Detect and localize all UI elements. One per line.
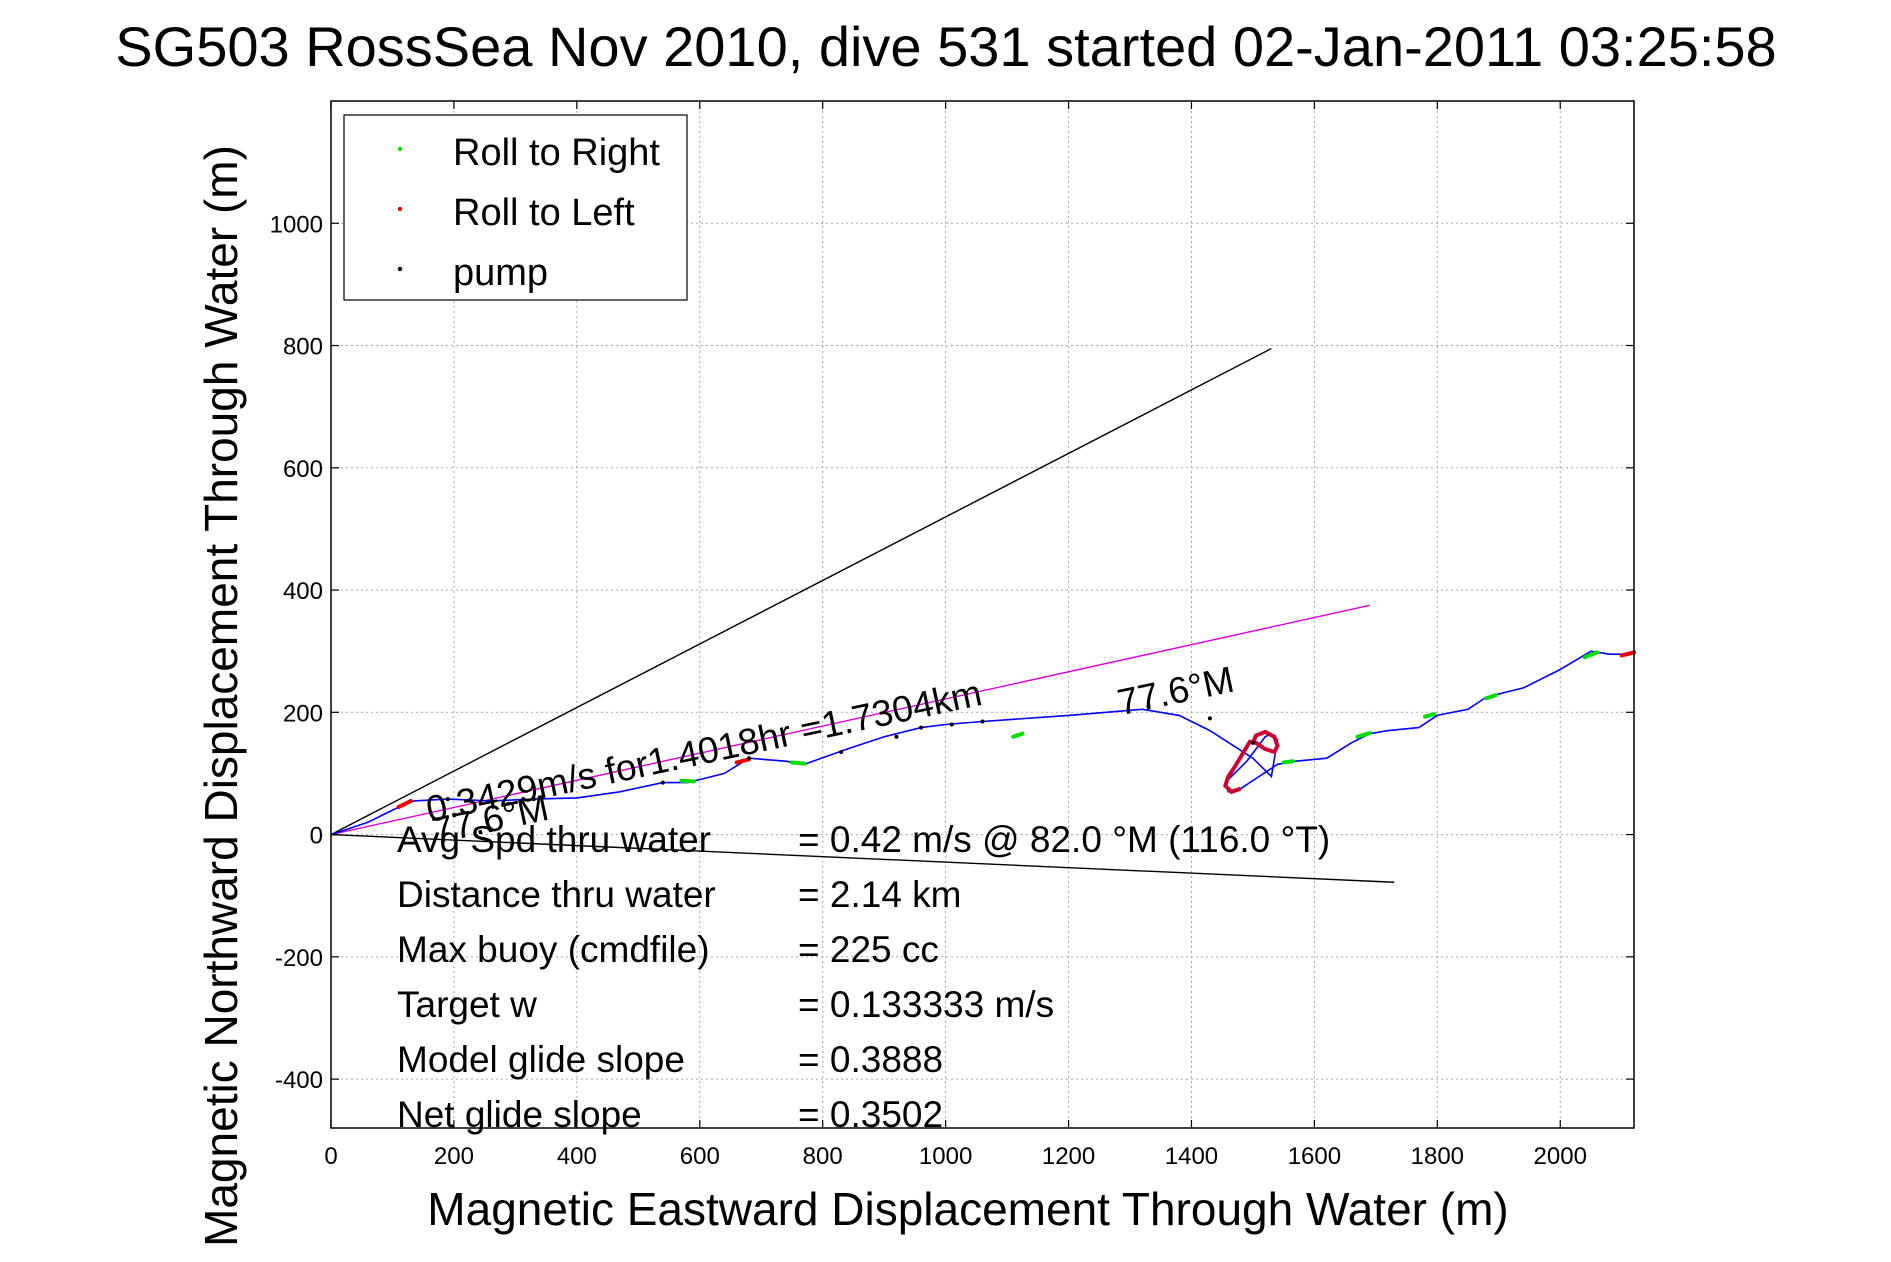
series-segment-roll-right (1484, 693, 1498, 701)
x-tick-label: 0 (324, 1143, 337, 1170)
point-pump (980, 719, 985, 724)
y-axis-label: Magnetic Northward Displacement Through … (195, 145, 247, 1247)
reference-line-black-upper (330, 347, 1272, 836)
legend-item-label: pump (453, 252, 548, 294)
legend-item-label: Roll to Left (453, 192, 635, 234)
x-axis-ticks: 0 200 400 600 800 1000 1200 1400 1600 1800 2000 (324, 101, 1587, 1170)
legend-item-label: Roll to Right (453, 132, 660, 174)
legend-marker (397, 146, 403, 152)
series-segment-roll-left (734, 757, 751, 765)
series-line-loop (1223, 729, 1280, 795)
series-segment-roll-right (679, 778, 696, 784)
legend-marker (397, 206, 403, 212)
series-segment-roll-right (1011, 731, 1025, 739)
point-pump (949, 722, 954, 727)
reference-line-magenta (330, 604, 1370, 836)
x-tick-label: 800 (803, 1143, 843, 1170)
x-tick-label: 2000 (1534, 1143, 1587, 1170)
stat-label: Model glide slope (397, 1039, 685, 1080)
x-tick-label: 1200 (1042, 1143, 1095, 1170)
annotation-label: 77.6°M (1114, 659, 1238, 724)
y-tick-label: -400 (275, 1067, 323, 1094)
stat-value: = 0.42 m/s @ 82.0 °M (116.0 °T) (798, 819, 1330, 860)
stat-label: Net glide slope (397, 1094, 642, 1135)
stat-value: = 0.3502 (798, 1094, 943, 1135)
y-tick-label: 400 (283, 578, 323, 605)
plot-frame (330, 100, 1635, 1129)
point-pump (839, 750, 844, 755)
series-segment-roll-left (1619, 650, 1636, 658)
x-tick-label: 600 (680, 1143, 720, 1170)
series-segment-roll-right (1355, 731, 1372, 739)
series-segment-roll-left (396, 798, 413, 810)
chart-title: SG503 RossSea Nov 2010, dive 531 started… (115, 15, 1776, 78)
point-pump (894, 734, 899, 739)
legend-marker (397, 266, 403, 272)
x-tick-label: 1000 (919, 1143, 972, 1170)
x-tick-label: 400 (557, 1143, 597, 1170)
x-tick-label: 1800 (1411, 1143, 1464, 1170)
point-pump (1250, 740, 1255, 745)
stat-value: = 0.3888 (798, 1039, 943, 1080)
y-tick-label: 600 (283, 456, 323, 483)
stat-label: Max buoy (cmdfile) (397, 929, 710, 970)
stat-label: Avg Spd thru water (397, 819, 711, 860)
y-tick-label: 800 (283, 334, 323, 361)
x-tick-label: 200 (434, 1143, 474, 1170)
point-pump (531, 797, 536, 802)
series-segment-roll-right (1582, 650, 1600, 660)
legend: Roll to Right Roll to Left pump (343, 114, 688, 301)
stat-value: = 225 cc (798, 929, 939, 970)
point-pump (919, 725, 924, 730)
y-tick-label: 0 (310, 823, 323, 850)
stat-value: = 2.14 km (798, 874, 962, 915)
grid (331, 101, 1634, 1128)
series-segment-roll-right (789, 760, 807, 766)
y-axis-ticks: -400 -200 0 200 400 600 800 1000 (270, 211, 1634, 1094)
series-segment-roll-right (1423, 712, 1437, 719)
y-tick-label: 200 (283, 700, 323, 727)
series-segment-roll-right (1281, 759, 1295, 765)
x-tick-label: 1400 (1165, 1143, 1218, 1170)
point-pump (1146, 704, 1151, 709)
y-tick-label: 1000 (270, 211, 323, 238)
plot-marks (396, 650, 1636, 810)
plot-lines (330, 347, 1635, 883)
stat-value: = 0.133333 m/s (798, 984, 1054, 1025)
point-pump (445, 797, 450, 802)
stat-label: Target w (397, 984, 537, 1025)
point-pump (660, 780, 665, 785)
x-tick-label: 1600 (1288, 1143, 1341, 1170)
stat-label: Distance thru water (397, 874, 716, 915)
stats-block: Avg Spd thru water = 0.42 m/s @ 82.0 °M (… (397, 819, 1330, 1135)
series-line-track (330, 650, 1635, 836)
point-pump (746, 756, 751, 761)
point-pump (1207, 716, 1212, 721)
reference-line-black-lower (330, 833, 1395, 883)
x-axis-label: Magnetic Eastward Displacement Through W… (427, 1183, 1508, 1235)
y-tick-label: -200 (275, 945, 323, 972)
